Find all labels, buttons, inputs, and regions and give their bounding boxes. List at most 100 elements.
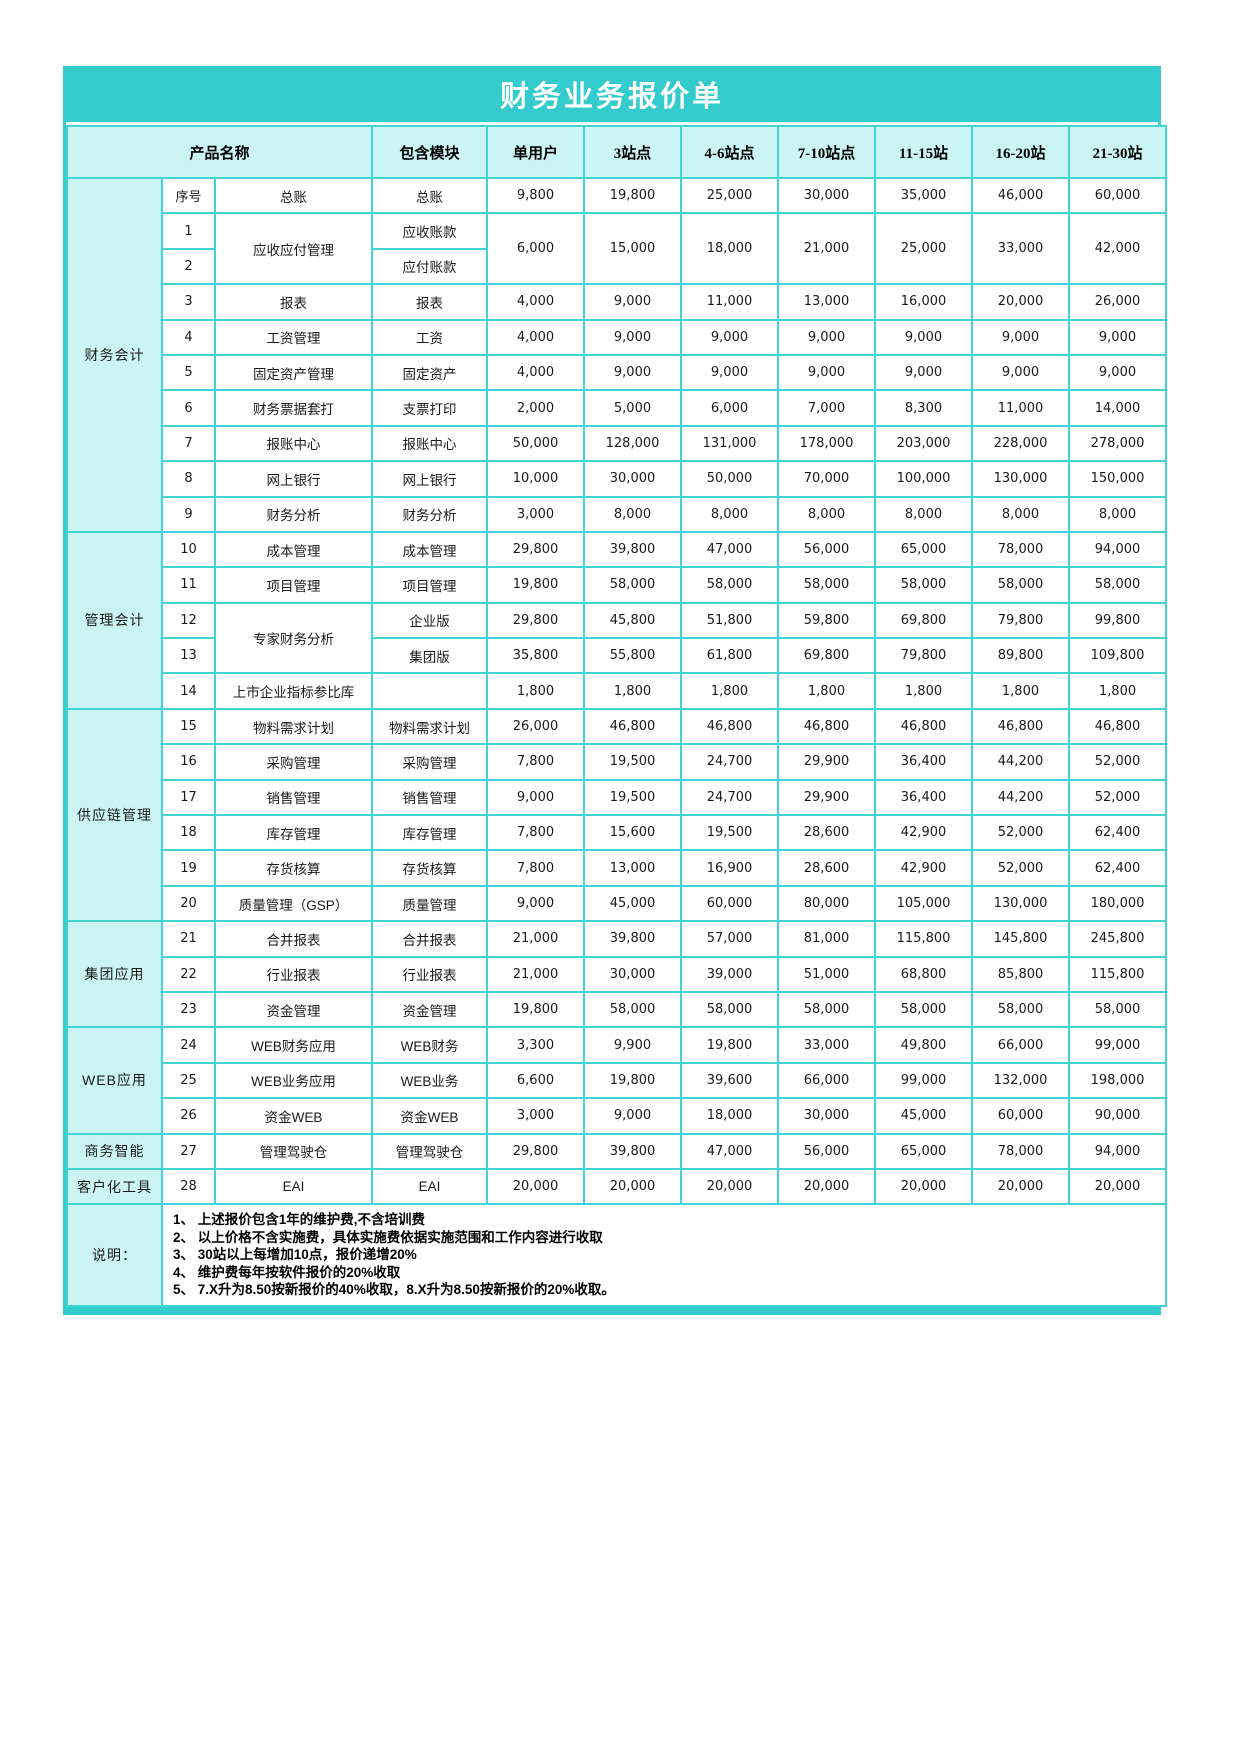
- table-row: 19 存货核算 存货核算 7,800 13,000 16,900 28,600 42,900 5…: [67, 849, 1168, 887]
- module-cell: 集团版: [371, 637, 489, 675]
- no-cell: 4: [161, 318, 216, 356]
- price-cell: 180,000: [1068, 884, 1168, 923]
- price-cell: 56,000: [777, 530, 877, 569]
- price-cell: 20,000: [583, 1167, 683, 1206]
- price-cell: 9,000: [777, 353, 877, 392]
- no-cell: 10: [161, 530, 216, 569]
- price-cell: 66,000: [971, 1026, 1071, 1064]
- table-row: 18 库存管理 库存管理 7,800 15,600 19,500 28,600 42,900 5…: [67, 814, 1168, 852]
- price-cell: 9,000: [583, 353, 683, 392]
- product-cell: 物料需求计划: [213, 707, 374, 746]
- price-cell: 50,000: [486, 424, 586, 463]
- price-cell: 7,800: [486, 814, 586, 852]
- note-line: 2、 以上价格不含实施费，具体实施费依据实施范围和工作内容进行收取: [173, 1229, 603, 1245]
- price-cell: 99,800: [1068, 601, 1168, 640]
- product-cell: 销售管理: [213, 778, 374, 817]
- price-cell: 130,000: [971, 460, 1071, 498]
- no-cell: 2: [161, 247, 216, 286]
- price-cell: 35,000: [874, 176, 974, 215]
- module-cell: 采购管理: [371, 743, 489, 781]
- price-cell: 39,000: [680, 955, 780, 993]
- price-cell: 58,000: [777, 990, 877, 1029]
- price-cell: 19,800: [486, 566, 586, 604]
- category-cell: 商务智能: [66, 1132, 163, 1170]
- table-row: 1 应收应付管理 应收账款 6,000 15,000 18,000 21,000 25,000…: [67, 212, 1168, 286]
- price-cell: 39,800: [583, 920, 683, 958]
- price-cell: 8,000: [777, 495, 877, 533]
- price-cell: 46,800: [583, 707, 683, 746]
- price-cell: 11,000: [680, 283, 780, 321]
- module-cell: EAI: [371, 1167, 489, 1206]
- price-cell: 130,000: [971, 884, 1071, 923]
- product-cell: 存货核算: [213, 849, 374, 887]
- no-cell: 7: [161, 424, 216, 463]
- module-cell: 应收账款: [371, 212, 489, 250]
- price-cell: 3,000: [486, 495, 586, 533]
- price-cell: 2,000: [486, 389, 586, 427]
- price-cell: 8,000: [680, 495, 780, 533]
- no-cell: 20: [161, 884, 216, 923]
- price-cell: 6,000: [680, 389, 780, 427]
- price-cell: 46,800: [874, 707, 974, 746]
- module-cell: 支票打印: [371, 389, 489, 427]
- sheet-title: 财务业务报价单: [499, 81, 724, 113]
- price-cell: 20,000: [777, 1167, 877, 1206]
- price-cell: 203,000: [874, 424, 974, 463]
- price-cell: 28,600: [777, 849, 877, 887]
- table-row: 11 项目管理 项目管理 19,800 58,000 58,000 58,000 58,000…: [67, 566, 1168, 604]
- price-cell: 13,000: [777, 283, 877, 321]
- notes-label: 说明：: [66, 1203, 163, 1307]
- price-cell: 8,000: [583, 495, 683, 533]
- price-cell: 105,000: [874, 884, 974, 923]
- notes-row: 说明： 1、 上述报价包含1年的维护费,不含培训费 2、 以上价格不含实施费，具体…: [66, 1203, 1168, 1307]
- no-cell: 1: [161, 212, 216, 250]
- price-cell: 14,000: [1068, 389, 1168, 427]
- module-cell: 企业版: [371, 601, 489, 640]
- category-cell: WEB应用: [66, 1026, 163, 1135]
- price-cell: 29,800: [486, 530, 586, 569]
- table-row: 26 资金WEB 资金WEB 3,000 9,000 18,000 30,000 45,000…: [67, 1097, 1168, 1135]
- price-cell: 3,000: [486, 1097, 586, 1135]
- price-cell: 4,000: [486, 318, 586, 356]
- price-cell: 15,600: [583, 814, 683, 852]
- price-cell: 21,000: [486, 955, 586, 993]
- table-row: 8 网上银行 网上银行 10,000 30,000 50,000 70,000 100,000…: [67, 460, 1168, 498]
- category-cell: 管理会计: [66, 530, 163, 710]
- price-cell: 198,000: [1068, 1061, 1168, 1100]
- column-header-6: 11-15站: [874, 125, 974, 179]
- price-cell: 30,000: [777, 1097, 877, 1135]
- no-cell: 21: [161, 920, 216, 958]
- price-cell: 3,300: [486, 1026, 586, 1064]
- price-cell: 8,000: [971, 495, 1071, 533]
- price-cell: 49,800: [874, 1026, 974, 1064]
- table-row: 管理会计 10 成本管理 成本管理 29,800 39,800 47,000 56,000 65…: [66, 530, 1168, 710]
- column-header-1: 包含模块: [371, 125, 489, 179]
- product-cell: 项目管理: [213, 566, 374, 604]
- product-cell: 专家财务分析: [213, 601, 374, 675]
- price-cell: 16,900: [680, 849, 780, 887]
- price-cell: 52,000: [1068, 778, 1168, 817]
- module-cell: 行业报表: [371, 955, 489, 993]
- price-cell: 19,800: [583, 176, 683, 215]
- module-cell: 合并报表: [371, 920, 489, 958]
- price-cell: 52,000: [1068, 743, 1168, 781]
- price-cell: 7,800: [486, 743, 586, 781]
- module-cell: 财务分析: [371, 495, 489, 533]
- price-cell: 20,000: [971, 1167, 1071, 1206]
- product-cell: 工资管理: [213, 318, 374, 356]
- table-row: 17 销售管理 销售管理 9,000 19,500 24,700 29,900 36,400 4…: [67, 778, 1168, 817]
- table-row: 14 上市企业指标参比库 1,800 1,800 1,800 1,800 1,800 1,80…: [67, 672, 1168, 710]
- price-cell: 13,000: [583, 849, 683, 887]
- table-row: 集团应用 21 合并报表 合并报表 21,000 39,800 57,000 81,000 11…: [66, 920, 1168, 1029]
- table-row: 23 资金管理 资金管理 19,800 58,000 58,000 58,000 58,000…: [67, 990, 1168, 1029]
- no-cell: 14: [161, 672, 216, 710]
- module-cell: 管理驾驶仓: [371, 1132, 489, 1170]
- price-cell: 8,000: [1068, 495, 1168, 533]
- no-cell: 15: [161, 707, 216, 746]
- quotation-sheet: 财务业务报价单 产品名称 包含模块 单用户 3站点 4-6站点 7-10站点 11-15站 1…: [63, 66, 1168, 1315]
- price-cell: 80,000: [777, 884, 877, 923]
- price-cell: 29,800: [486, 1132, 586, 1170]
- price-cell: 245,800: [1068, 920, 1168, 958]
- price-cell: 9,000: [583, 1097, 683, 1135]
- price-cell: 8,300: [874, 389, 974, 427]
